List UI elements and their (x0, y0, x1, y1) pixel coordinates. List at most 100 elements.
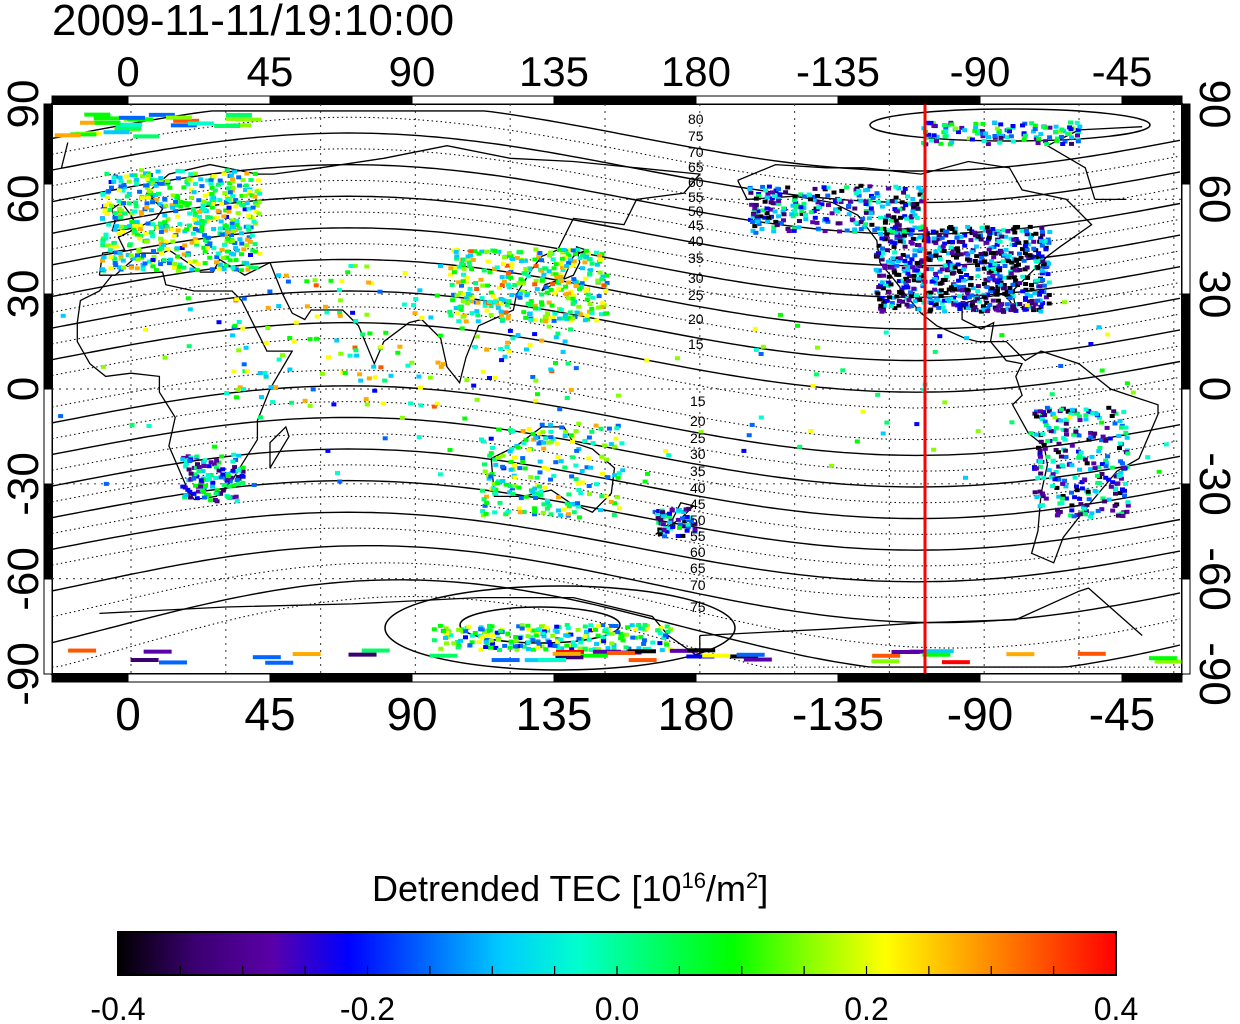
tec-point (113, 263, 119, 268)
tec-point (163, 203, 169, 208)
tec-point (1077, 651, 1106, 656)
tec-point (680, 516, 685, 521)
tec-point (94, 120, 121, 125)
tec-point (539, 300, 544, 305)
tec-point (533, 306, 538, 311)
tec-point (112, 261, 118, 265)
tec-point (883, 217, 889, 222)
tec-point (230, 483, 236, 488)
bottom-longitude-label: -135 (792, 688, 884, 740)
tec-point (1124, 435, 1130, 440)
tec-point (444, 641, 449, 646)
right-latitude-label: 90 (1190, 80, 1239, 129)
tec-point (599, 305, 605, 310)
tec-point (153, 268, 159, 273)
tec-point (532, 282, 538, 287)
tec-point (692, 522, 698, 527)
tec-point (107, 208, 113, 212)
tec-point (183, 493, 189, 498)
tec-point (544, 290, 550, 295)
tec-point (918, 225, 924, 230)
tec-point (594, 482, 599, 487)
tec-point (506, 299, 512, 304)
tec-point (205, 178, 211, 183)
tec-point (1028, 233, 1034, 238)
tec-point (566, 253, 572, 258)
tec-point (244, 243, 250, 248)
tec-point (190, 231, 196, 236)
tec-point (361, 648, 390, 653)
tec-point (566, 261, 572, 266)
tec-point (586, 484, 592, 488)
tec-point (766, 184, 772, 189)
tec-point (861, 225, 867, 229)
tec-point (1001, 286, 1007, 290)
tec-point (247, 189, 253, 193)
tec-point (483, 645, 489, 649)
tec-point (1002, 291, 1008, 296)
tec-point (513, 638, 519, 643)
tec-point (976, 128, 982, 133)
tec-point (468, 249, 474, 254)
tec-point (118, 224, 124, 229)
tec-point (675, 534, 681, 538)
tec-point (229, 224, 235, 229)
tec-point (566, 504, 572, 509)
tec-point (524, 347, 529, 352)
tec-point (748, 190, 754, 195)
tec-point (915, 206, 921, 211)
tec-point (550, 315, 556, 320)
tec-point (475, 300, 481, 305)
tec-point (437, 333, 443, 338)
tec-point (210, 484, 215, 489)
tec-point (604, 457, 610, 462)
tec-point (886, 228, 892, 233)
tec-point (1076, 449, 1081, 454)
tec-point (230, 185, 236, 190)
tec-point (896, 223, 902, 228)
tec-point (926, 132, 931, 137)
tec-point (1020, 123, 1025, 128)
tec-point (1039, 503, 1045, 508)
tec-point (598, 426, 604, 431)
tec-point (955, 287, 961, 292)
tec-point (884, 420, 890, 425)
contour-label-south: 45 (690, 496, 706, 512)
tec-point (808, 429, 814, 433)
tec-point (915, 295, 921, 300)
tec-point (949, 263, 955, 268)
tec-point (927, 292, 933, 297)
tec-point (470, 258, 476, 262)
tec-point (505, 314, 511, 319)
tec-point (1110, 508, 1116, 513)
tec-point (245, 224, 251, 229)
tec-point (233, 246, 239, 250)
tec-point (175, 195, 181, 200)
tec-point (1079, 486, 1085, 491)
tec-point (858, 227, 864, 232)
tec-point (1074, 120, 1080, 125)
tec-point (571, 510, 577, 515)
tec-point (1011, 237, 1017, 242)
tec-point (876, 243, 882, 248)
tec-point (1103, 458, 1109, 463)
tec-point (135, 224, 140, 229)
tec-point (1043, 139, 1049, 144)
tec-point (502, 643, 508, 648)
magnetic-contour (52, 479, 1181, 551)
tec-point (178, 204, 184, 209)
tec-point (132, 173, 138, 178)
tec-point (991, 251, 996, 255)
tec-point (172, 261, 178, 266)
tec-point (510, 491, 516, 496)
tec-point (563, 284, 569, 289)
tec-point (212, 188, 218, 193)
tec-point (214, 458, 220, 463)
tec-point (530, 628, 536, 633)
tec-point (918, 188, 924, 193)
tec-point (234, 297, 240, 302)
tec-point (417, 385, 423, 390)
tec-point (158, 225, 164, 230)
tec-point (602, 443, 608, 448)
left-latitude-label: -30 (0, 452, 48, 516)
